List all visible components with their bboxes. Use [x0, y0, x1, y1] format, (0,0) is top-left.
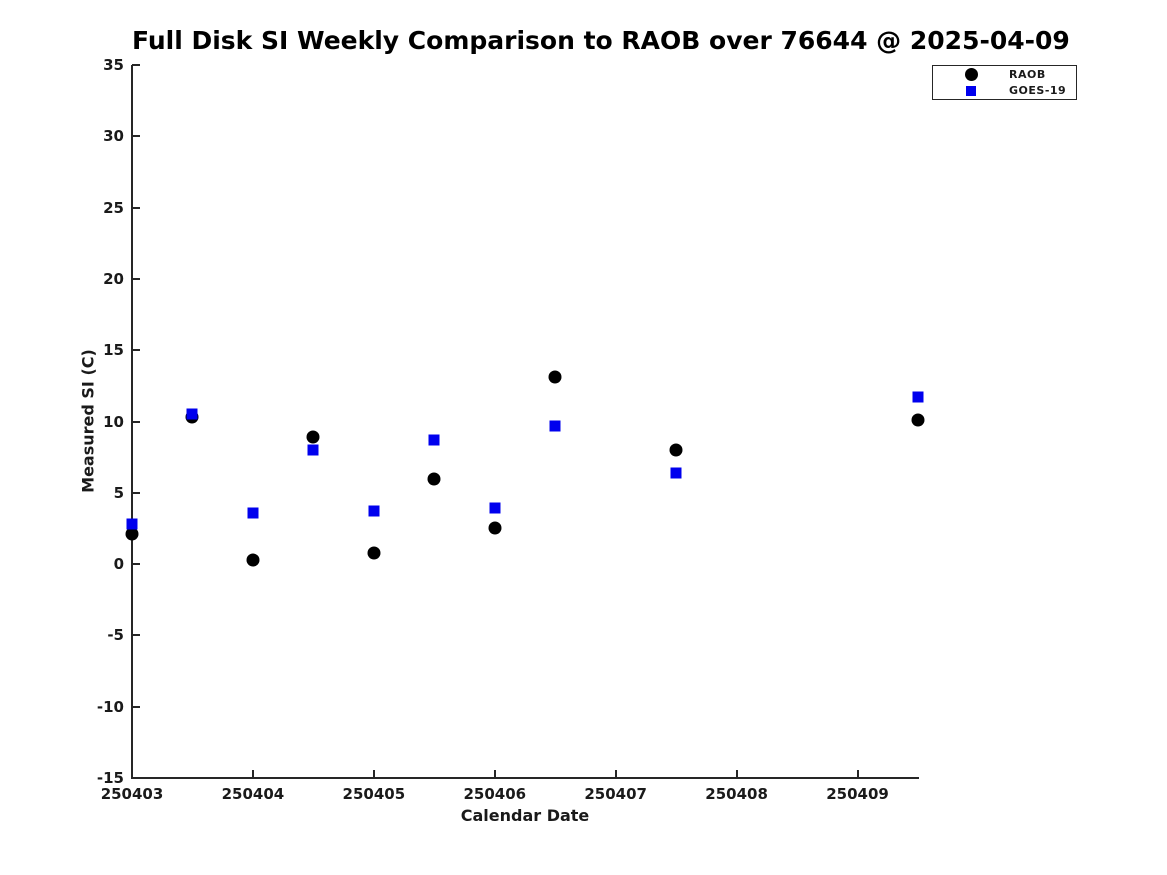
data-point-goes-19 — [912, 391, 924, 403]
x-tick — [856, 770, 859, 778]
x-axis-spine — [131, 777, 919, 779]
data-point-goes-19 — [368, 505, 380, 517]
y-tick — [132, 277, 140, 280]
legend-row-goes19: GOES-19 — [933, 83, 1076, 99]
x-tick-label: 250403 — [100, 785, 164, 803]
data-point-goes-19 — [247, 507, 259, 519]
data-point-goes-19 — [549, 420, 561, 432]
data-point-raob — [911, 413, 925, 427]
x-tick-label: 250409 — [826, 785, 889, 803]
y-tick — [132, 420, 140, 423]
data-point-goes-19 — [307, 444, 319, 456]
x-tick — [131, 770, 133, 778]
x-tick — [614, 770, 617, 778]
x-tick-label: 250407 — [584, 785, 647, 803]
y-tick-label: 5 — [113, 483, 124, 502]
data-point-raob — [548, 370, 562, 384]
x-tick — [372, 770, 375, 778]
x-axis-label: Calendar Date — [460, 806, 590, 825]
x-tick — [251, 770, 254, 778]
legend-row-raob: RAOB — [933, 66, 1076, 82]
x-tick — [735, 770, 738, 778]
data-point-goes-19 — [670, 467, 682, 479]
y-tick — [132, 491, 140, 494]
y-tick-label: 35 — [103, 56, 124, 74]
y-tick — [132, 705, 140, 708]
legend-label-raob: RAOB — [1009, 67, 1046, 81]
y-tick — [132, 135, 140, 138]
y-tick — [132, 64, 140, 66]
data-point-raob — [306, 430, 320, 444]
y-tick-label: 0 — [113, 555, 124, 574]
x-tick-label: 250406 — [463, 785, 527, 803]
y-tick — [132, 563, 140, 566]
data-point-raob — [427, 472, 441, 486]
x-tick — [493, 770, 496, 778]
y-tick-label: 15 — [103, 341, 124, 360]
y-tick — [132, 349, 140, 352]
y-tick-label: 30 — [103, 127, 124, 146]
goes19-square-icon — [966, 85, 976, 96]
y-tick — [132, 206, 140, 209]
data-point-goes-19 — [186, 408, 198, 420]
data-point-goes-19 — [489, 502, 501, 514]
y-tick-label: -5 — [107, 626, 124, 645]
legend-label-goes19: GOES-19 — [1009, 84, 1067, 98]
data-point-raob — [488, 521, 502, 535]
y-tick — [132, 777, 140, 779]
y-tick-label: -10 — [96, 697, 124, 716]
y-axis-label: Measured SI (C) — [78, 349, 98, 493]
y-tick-label: 10 — [103, 412, 124, 431]
y-tick-label: -15 — [96, 769, 124, 787]
data-point-raob — [125, 527, 139, 541]
legend: RAOB GOES-19 — [932, 65, 1077, 100]
data-point-raob — [367, 546, 381, 560]
data-point-goes-19 — [126, 518, 138, 530]
data-point-raob — [246, 553, 260, 567]
y-tick — [132, 634, 140, 637]
y-tick-label: 25 — [103, 198, 124, 217]
data-point-raob — [669, 443, 683, 457]
y-tick-label: 20 — [103, 269, 124, 288]
x-tick-label: 250405 — [342, 785, 406, 803]
raob-circle-icon — [964, 67, 978, 81]
x-tick-label: 250404 — [221, 785, 285, 803]
chart-title: Full Disk SI Weekly Comparison to RAOB o… — [132, 26, 1070, 55]
x-tick-label: 250408 — [705, 785, 768, 803]
data-point-goes-19 — [428, 434, 440, 446]
